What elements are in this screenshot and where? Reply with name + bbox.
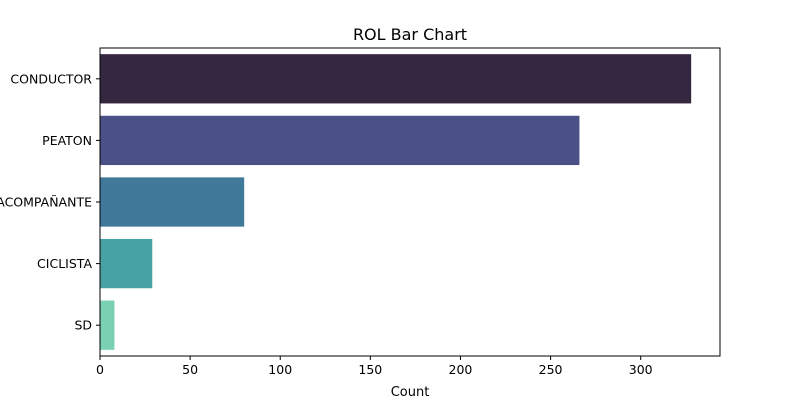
bar-peaton [100, 115, 580, 166]
x-axis-ticks: 0 50 100 150 200 250 300 [96, 356, 653, 377]
bar-acompañante [100, 177, 245, 227]
bar-ciclista [100, 238, 153, 289]
bar-conductor [100, 54, 692, 104]
x-tick-label: 0 [96, 362, 104, 377]
chart-title: ROL Bar Chart [353, 25, 467, 44]
x-tick-label: 200 [449, 362, 473, 377]
x-axis-label: Count [391, 385, 430, 400]
x-tick-label: 150 [358, 362, 382, 377]
y-axis-ticks: CONDUCTOR PEATON ACOMPAÑANTE CICLISTA SD [0, 71, 100, 333]
bars-group [100, 54, 692, 350]
y-tick-label: PEATON [42, 133, 92, 148]
plot-frame [99, 47, 721, 357]
x-tick-label: 300 [629, 362, 653, 377]
y-tick-label: CONDUCTOR [10, 71, 92, 86]
bar-sd [100, 300, 115, 350]
x-tick-label: 50 [182, 362, 198, 377]
x-tick-label: 250 [539, 362, 563, 377]
y-tick-label: SD [74, 318, 92, 333]
y-tick-label: ACOMPAÑANTE [0, 195, 92, 210]
y-tick-label: CICLISTA [37, 256, 92, 271]
x-tick-label: 100 [268, 362, 292, 377]
